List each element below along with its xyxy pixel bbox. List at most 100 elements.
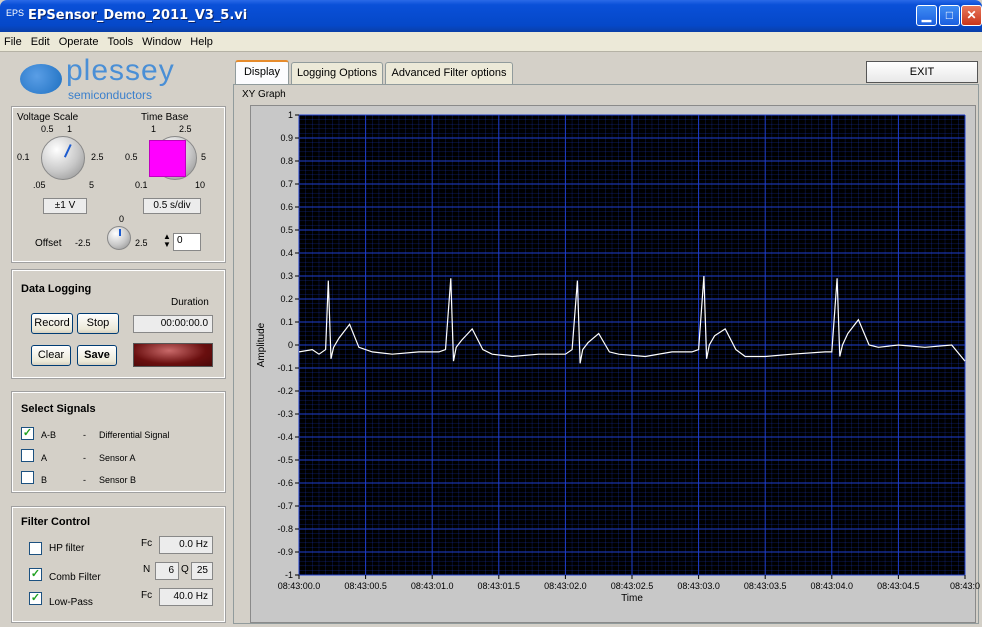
vs-tick-2.5: 2.5 bbox=[91, 152, 104, 162]
vs-tick-.05: .05 bbox=[33, 180, 46, 190]
y-tick-label: 0.2 bbox=[280, 294, 293, 304]
tb-tick-2.5: 2.5 bbox=[179, 124, 192, 134]
x-tick-label: 08:43:03.5 bbox=[744, 581, 787, 591]
voltage-scale-label: Voltage Scale bbox=[17, 112, 79, 123]
x-tick-label: 08:43:02.0 bbox=[544, 581, 587, 591]
y-tick-label: 0.6 bbox=[280, 202, 293, 212]
x-tick-label: 08:43:0 bbox=[950, 581, 980, 591]
signal-dash-a-b: - bbox=[83, 430, 86, 440]
tb-tick-5: 5 bbox=[201, 152, 207, 162]
clear-button[interactable]: Clear bbox=[31, 345, 71, 366]
y-tick-label: -0.9 bbox=[277, 547, 293, 557]
tb-tick-0.1: 0.1 bbox=[135, 180, 148, 190]
time-base-value: 0.5 s/div bbox=[143, 198, 201, 214]
vs-tick-1: 1 bbox=[67, 124, 73, 134]
signal-checkbox-b[interactable] bbox=[21, 471, 34, 484]
y-tick-label: -0.4 bbox=[277, 432, 293, 442]
offset-max-tick: 2.5 bbox=[135, 238, 148, 248]
comb-filter-checkbox[interactable]: ✓ bbox=[29, 568, 42, 581]
logo-brand: plessey bbox=[66, 54, 175, 87]
filter-control-panel: Filter Control HP filter Fc 0.0 Hz ✓ Com… bbox=[11, 506, 226, 623]
y-tick-label: 0.3 bbox=[280, 271, 293, 281]
x-tick-label: 08:43:04.5 bbox=[877, 581, 920, 591]
offset-knob[interactable] bbox=[107, 226, 131, 250]
x-tick-label: 08:43:01.5 bbox=[478, 581, 521, 591]
comb-n-input[interactable]: 6 bbox=[155, 562, 179, 580]
offset-knob-needle bbox=[119, 229, 121, 236]
y-tick-label: 0.7 bbox=[280, 179, 293, 189]
offset-min-tick: -2.5 bbox=[75, 238, 91, 248]
vs-tick-0.1: 0.1 bbox=[17, 152, 30, 162]
x-tick-label: 08:43:01.0 bbox=[411, 581, 454, 591]
signal-code-a-b: A-B bbox=[41, 430, 57, 440]
signal-trace bbox=[298, 275, 966, 364]
data-logging-panel: Data Logging Duration Record Stop 00:00:… bbox=[11, 269, 226, 379]
maximize-button[interactable]: □ bbox=[939, 5, 960, 26]
signal-dash-b: - bbox=[83, 475, 86, 485]
menu-window[interactable]: Window bbox=[142, 35, 182, 48]
title-bar: EPS EPSensor_Demo_2011_V3_5.vi ▁ □ ✕ bbox=[0, 0, 982, 32]
comb-filter-label: Comb Filter bbox=[49, 572, 101, 583]
menu-operate[interactable]: Operate bbox=[58, 35, 99, 48]
x-tick-label: 08:43:00.0 bbox=[278, 581, 321, 591]
tab-display[interactable]: Display bbox=[235, 60, 289, 85]
display-tab-panel: XY Graph 1 0.9 0.8 0.7 0.6 0.5 0.4 0.3 0.2 0.1 0 -0… bbox=[233, 84, 980, 625]
signal-code-a: A bbox=[41, 453, 48, 463]
select-signals-panel: Select Signals ✓ A-B - Differential Sign… bbox=[11, 391, 226, 493]
graph-label: XY Graph bbox=[242, 89, 286, 100]
signal-dash-a: - bbox=[83, 453, 86, 463]
signal-checkbox-a-b[interactable]: ✓ bbox=[21, 427, 34, 440]
y-tick-label: 0.4 bbox=[280, 248, 293, 258]
voltage-scale-knob[interactable] bbox=[41, 136, 85, 180]
logging-led-indicator bbox=[133, 343, 213, 367]
stop-button[interactable]: Stop bbox=[77, 313, 119, 334]
y-tick-label: 1 bbox=[288, 110, 293, 120]
x-axis-label: Time bbox=[621, 593, 643, 604]
menu-file[interactable]: File bbox=[4, 35, 22, 48]
menu-help[interactable]: Help bbox=[190, 35, 213, 48]
y-tick-label: 0.8 bbox=[280, 156, 293, 166]
y-tick-label: 0.9 bbox=[280, 133, 293, 143]
exit-button[interactable]: EXIT bbox=[866, 61, 978, 83]
x-tick-label: 08:43:00.5 bbox=[344, 581, 387, 591]
y-tick-label: 0.1 bbox=[280, 317, 293, 327]
signal-checkbox-a[interactable] bbox=[21, 449, 34, 462]
menu-edit[interactable]: Edit bbox=[30, 35, 50, 48]
y-tick-label: -0.2 bbox=[277, 386, 293, 396]
comb-q-input[interactable]: 25 bbox=[191, 562, 213, 580]
logo-subtitle: semiconductors bbox=[68, 88, 153, 102]
y-tick-label: 0.5 bbox=[280, 225, 293, 235]
signal-desc-b: Sensor B bbox=[99, 475, 137, 485]
hp-fc-input[interactable]: 0.0 Hz bbox=[159, 536, 213, 554]
y-tick-label: -0.5 bbox=[277, 455, 293, 465]
tab-logging-options[interactable]: Logging Options bbox=[291, 62, 383, 84]
vs-tick-0.5: 0.5 bbox=[41, 124, 54, 134]
offset-spin-icon[interactable]: ▲ ▼ bbox=[163, 232, 171, 249]
menu-bar: File Edit Operate Tools Window Help bbox=[0, 32, 982, 52]
duration-display: 00:00:00.0 bbox=[133, 315, 213, 333]
low-pass-checkbox[interactable]: ✓ bbox=[29, 592, 42, 605]
tab-advanced-filter-options[interactable]: Advanced Filter options bbox=[385, 62, 513, 84]
signal-desc-a: Sensor A bbox=[99, 453, 136, 463]
close-button[interactable]: ✕ bbox=[961, 5, 982, 26]
y-tick-label: -1 bbox=[285, 570, 293, 580]
voltage-scale-value: ±1 V bbox=[43, 198, 87, 214]
record-button[interactable]: Record bbox=[31, 313, 73, 334]
xy-graph[interactable]: 1 0.9 0.8 0.7 0.6 0.5 0.4 0.3 0.2 0.1 0 -0.1 -0.2 -0.… bbox=[234, 85, 980, 625]
y-tick-label: -0.1 bbox=[277, 363, 293, 373]
offset-value-input[interactable]: 0 bbox=[173, 233, 201, 251]
hp-filter-label: HP filter bbox=[49, 543, 85, 554]
x-tick-label: 08:43:04.0 bbox=[811, 581, 854, 591]
y-tick-label: -0.8 bbox=[277, 524, 293, 534]
menu-tools[interactable]: Tools bbox=[107, 35, 134, 48]
vs-tick-5: 5 bbox=[89, 180, 95, 190]
lp-fc-label: Fc bbox=[141, 590, 153, 601]
filter-control-title: Filter Control bbox=[21, 516, 91, 528]
minimize-button[interactable]: ▁ bbox=[916, 5, 937, 26]
save-button[interactable]: Save bbox=[77, 345, 117, 366]
signal-code-b: B bbox=[41, 475, 48, 485]
hp-filter-checkbox[interactable] bbox=[29, 542, 42, 555]
select-signals-title: Select Signals bbox=[21, 403, 96, 415]
lp-fc-input[interactable]: 40.0 Hz bbox=[159, 588, 213, 606]
time-base-label: Time Base bbox=[141, 112, 189, 123]
